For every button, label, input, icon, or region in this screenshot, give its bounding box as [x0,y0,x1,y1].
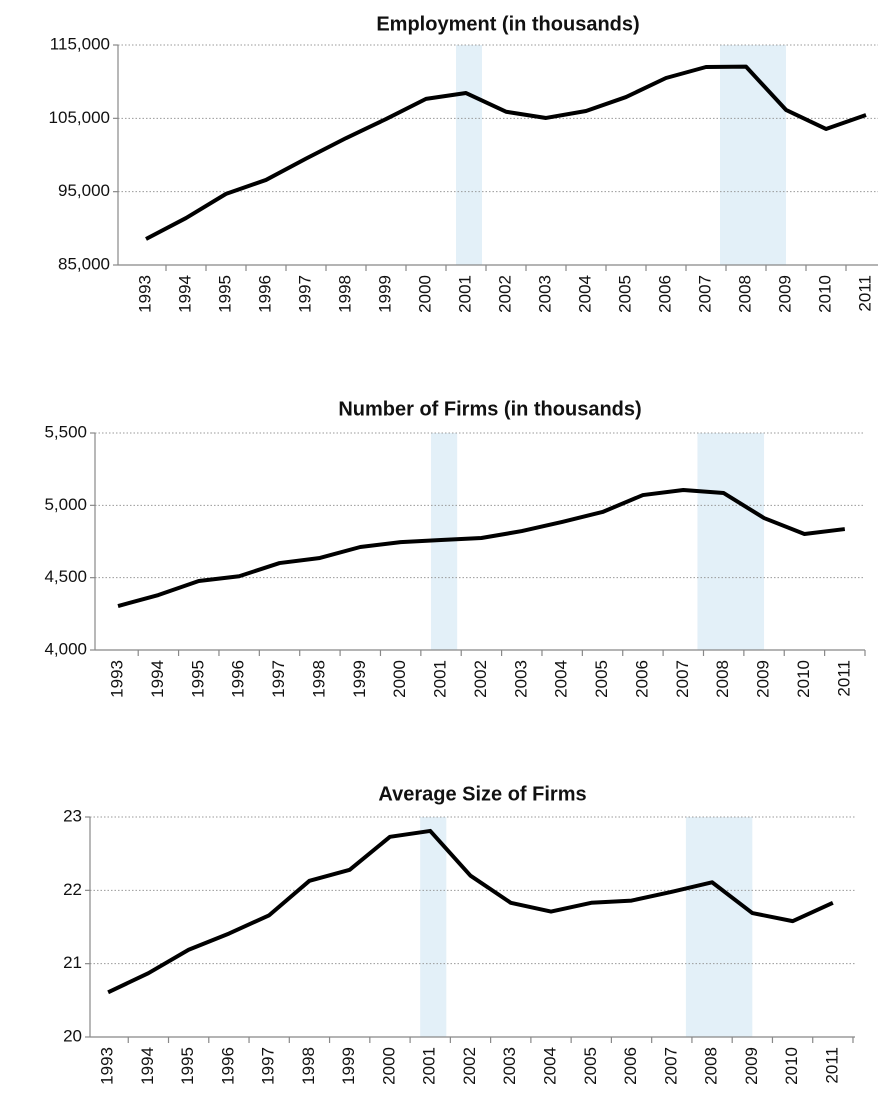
x-tick-label: 2009 [775,275,794,313]
x-tick-label: 1997 [295,275,314,313]
x-tick-label: 2011 [855,275,874,312]
y-tick-label: 23 [63,806,82,825]
y-tick-label: 105,000 [49,108,110,127]
x-tick-label: 2009 [742,1047,761,1085]
x-tick-label: 2006 [632,660,651,698]
x-tick-label: 1999 [339,1047,358,1085]
x-tick-label: 1994 [148,660,167,698]
y-tick-label: 95,000 [58,181,110,200]
y-tick-label: 4,500 [44,567,87,586]
x-tick-label: 2007 [661,1047,680,1085]
x-tick-label: 2008 [713,660,732,698]
y-tick-label: 115,000 [50,34,110,53]
data-line [107,828,834,995]
x-tick-label: 1996 [229,660,248,698]
x-tick-label: 1993 [107,660,126,698]
recession-shading [685,817,753,1037]
x-tick-label: 2007 [673,660,692,698]
x-tick-label: 2007 [695,275,714,313]
x-tick-label: 2002 [495,275,514,313]
y-tick-label: 85,000 [58,254,110,273]
chart-title: Average Size of Firms [378,783,586,805]
x-tick-label: 2006 [621,1047,640,1085]
chart-title: Employment (in thousands) [376,13,639,35]
x-tick-label: 2005 [592,660,611,698]
x-tick-label: 2002 [471,660,490,698]
y-tick-label: 20 [63,1026,82,1045]
data-line [117,487,846,608]
x-tick-label: 2008 [702,1047,721,1085]
x-tick-label: 2005 [581,1047,600,1085]
x-tick-label: 1998 [335,275,354,313]
x-tick-label: 1999 [375,275,394,313]
x-tick-label: 2006 [655,275,674,313]
x-tick-label: 1994 [138,1047,157,1085]
x-tick-label: 2000 [379,1047,398,1085]
x-tick-label: 2000 [415,275,434,313]
x-tick-label: 2010 [782,1047,801,1085]
y-tick-label: 5,500 [44,422,87,441]
y-tick-label: 21 [63,953,82,972]
recession-shading [720,45,786,265]
x-tick-label: 2009 [754,660,773,698]
x-tick-label: 1995 [178,1047,197,1085]
y-tick-label: 5,000 [44,495,87,514]
y-tick-label: 4,000 [44,639,87,658]
x-tick-label: 2004 [540,1047,559,1085]
x-tick-label: 1995 [188,660,207,698]
x-tick-label: 2002 [460,1047,479,1085]
x-tick-label: 1999 [350,660,369,698]
x-tick-label: 2004 [575,275,594,313]
data-line [145,64,867,241]
x-tick-label: 2008 [735,275,754,313]
x-tick-label: 1998 [299,1047,318,1085]
x-tick-label: 1993 [135,275,154,313]
x-tick-label: 1998 [309,660,328,698]
x-tick-label: 2010 [794,660,813,698]
x-tick-label: 2000 [390,660,409,698]
x-tick-label: 2001 [431,660,450,698]
recession-shading [456,45,482,265]
x-tick-label: 2010 [815,275,834,313]
x-tick-label: 2003 [500,1047,519,1085]
x-tick-label: 1996 [255,275,274,313]
x-tick-label: 2003 [535,275,554,313]
x-tick-label: 2005 [615,275,634,313]
x-tick-label: 2003 [511,660,530,698]
x-tick-label: 1994 [175,275,194,313]
x-tick-label: 2001 [420,1047,439,1085]
x-tick-label: 2004 [552,660,571,698]
x-tick-label: 2011 [834,660,853,697]
chart-title: Number of Firms (in thousands) [338,398,641,420]
recession-shading [697,433,765,650]
x-tick-label: 2011 [822,1047,841,1084]
x-tick-label: 1995 [215,275,234,313]
x-tick-label: 1996 [218,1047,237,1085]
x-tick-label: 1997 [259,1047,278,1085]
recession-shading [420,817,447,1037]
x-tick-label: 1997 [269,660,288,698]
y-tick-label: 22 [63,880,82,899]
x-tick-label: 2001 [455,275,474,313]
x-tick-label: 1993 [98,1047,117,1085]
